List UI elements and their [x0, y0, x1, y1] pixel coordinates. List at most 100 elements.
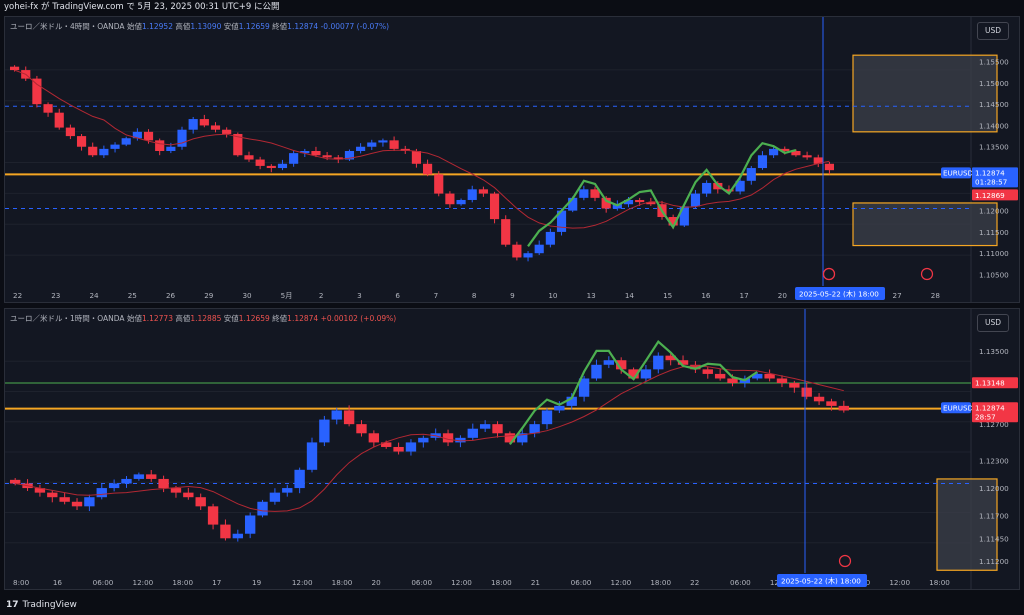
x-tick-label: 16	[701, 291, 711, 300]
candle-body	[501, 219, 511, 245]
x-tick-label: 30	[242, 291, 252, 300]
candle-body	[813, 396, 825, 402]
candle-body	[146, 474, 157, 479]
currency-button[interactable]: USD	[977, 314, 1009, 332]
candle-body	[155, 140, 165, 152]
candle-body	[665, 355, 676, 361]
us-flag-icon	[822, 267, 836, 281]
candle-body	[269, 492, 281, 502]
candle-body	[88, 146, 98, 156]
close-value: 1.12874	[287, 314, 319, 323]
candle-body	[702, 182, 712, 194]
y-tick-label: 1.15000	[979, 79, 1009, 88]
currency-button[interactable]: USD	[977, 22, 1009, 40]
brand-name: TradingView	[22, 600, 77, 610]
high-label: 高値	[175, 22, 191, 31]
candle-body	[378, 140, 388, 143]
price-badge-text: 1.12874	[975, 168, 1005, 177]
candle-body	[110, 144, 120, 149]
candle-body	[306, 442, 318, 470]
candle-body	[653, 355, 664, 370]
symbol-badge-text: EURUSD	[943, 403, 974, 412]
candle-body	[54, 112, 64, 128]
candle-body	[826, 401, 837, 406]
x-tick-label: 12:00	[451, 578, 472, 587]
candle-body	[529, 424, 540, 434]
candle-body	[356, 146, 366, 152]
candle-body	[690, 193, 701, 207]
price-zone	[852, 54, 998, 133]
candle-body	[579, 189, 589, 198]
candle-body	[311, 151, 321, 156]
candle-body	[455, 437, 466, 443]
candle-body	[43, 104, 53, 113]
x-tick-label: 20	[778, 291, 788, 300]
candle-body	[266, 165, 276, 169]
y-tick-label: 1.12000	[979, 484, 1009, 493]
chart-1h-canvas[interactable]: 1.13500 1.12700 1.12300 1.12000 1.11700 1.114…	[5, 309, 1019, 589]
eu-flag-icon	[920, 267, 934, 281]
candle-body	[233, 133, 243, 156]
event-flash-icon	[838, 554, 852, 568]
close-label: 終値	[272, 314, 288, 323]
candle-body	[344, 151, 355, 160]
x-tick-label: 28	[931, 291, 941, 300]
level-badge	[972, 189, 1018, 201]
candle-body	[616, 360, 627, 370]
chart-4h-canvas[interactable]: 1.15500 1.15000 1.14500 1.14000 1.13500 1.120…	[5, 17, 1019, 302]
candle-body	[343, 410, 355, 425]
x-tick-label: 06:00	[730, 578, 751, 587]
close-label: 終値	[272, 22, 288, 31]
candle-body	[96, 488, 107, 498]
candle-body	[791, 151, 801, 156]
x-tick-label: 18:00	[491, 578, 512, 587]
x-tick-label: 29	[204, 291, 214, 300]
x-tick-label: 22	[690, 578, 699, 587]
moving-average-line	[15, 365, 844, 512]
x-tick-label: 06:00	[93, 578, 114, 587]
candle-body	[479, 424, 491, 429]
candle-body	[10, 66, 20, 71]
candle-body	[199, 119, 209, 126]
x-tick-label: 12:00	[133, 578, 154, 587]
chart-4h-header: ユーロ／米ドル・4時間・OANDA 始値1.12952 高値1.13090 安値…	[10, 21, 389, 32]
x-tick-label: 21	[531, 578, 540, 587]
candle-body	[668, 217, 678, 226]
candle-body	[735, 180, 745, 192]
level-badge-text: 1.12869	[975, 191, 1005, 200]
candle-body	[257, 501, 268, 516]
x-tick-label: 13	[587, 291, 596, 300]
candle-body	[714, 373, 726, 379]
candle-body	[635, 199, 645, 203]
crosshair-date-label: 2025-05-22 (木) 18:00	[799, 290, 879, 299]
candle-body	[445, 193, 455, 205]
chart-panel-4h[interactable]: 1.15500 1.15000 1.14500 1.14000 1.13500 1.120…	[4, 16, 1020, 303]
open-value: 1.12952	[141, 22, 173, 31]
x-tick-label: 18:00	[650, 578, 671, 587]
candle-body	[541, 410, 553, 425]
x-tick-label: 9	[510, 291, 515, 300]
candle-body	[34, 488, 46, 493]
candle-body	[47, 492, 58, 498]
x-tick-label: 23	[51, 291, 60, 300]
candle-body	[646, 202, 656, 205]
candle-body	[210, 125, 221, 130]
candle-body	[467, 428, 478, 438]
candle-body	[59, 497, 70, 502]
chart-panel-1h[interactable]: 1.13500 1.12700 1.12300 1.12000 1.11700 1.114…	[4, 308, 1020, 590]
candle-body	[381, 442, 392, 447]
candle-body	[255, 159, 265, 166]
candle-body	[322, 155, 332, 158]
candle-body	[368, 433, 380, 443]
level-badge-text: 1.13148	[975, 379, 1005, 388]
candle-body	[244, 155, 254, 160]
candle-body	[76, 136, 87, 147]
x-tick-label: 17	[740, 291, 749, 300]
candle-body	[801, 387, 812, 397]
candle-body	[356, 424, 367, 434]
candle-body	[813, 157, 823, 164]
candle-body	[764, 373, 775, 379]
close-value: 1.12874	[287, 22, 319, 31]
y-tick-label: 1.11450	[979, 534, 1009, 543]
candle-body	[752, 373, 763, 379]
